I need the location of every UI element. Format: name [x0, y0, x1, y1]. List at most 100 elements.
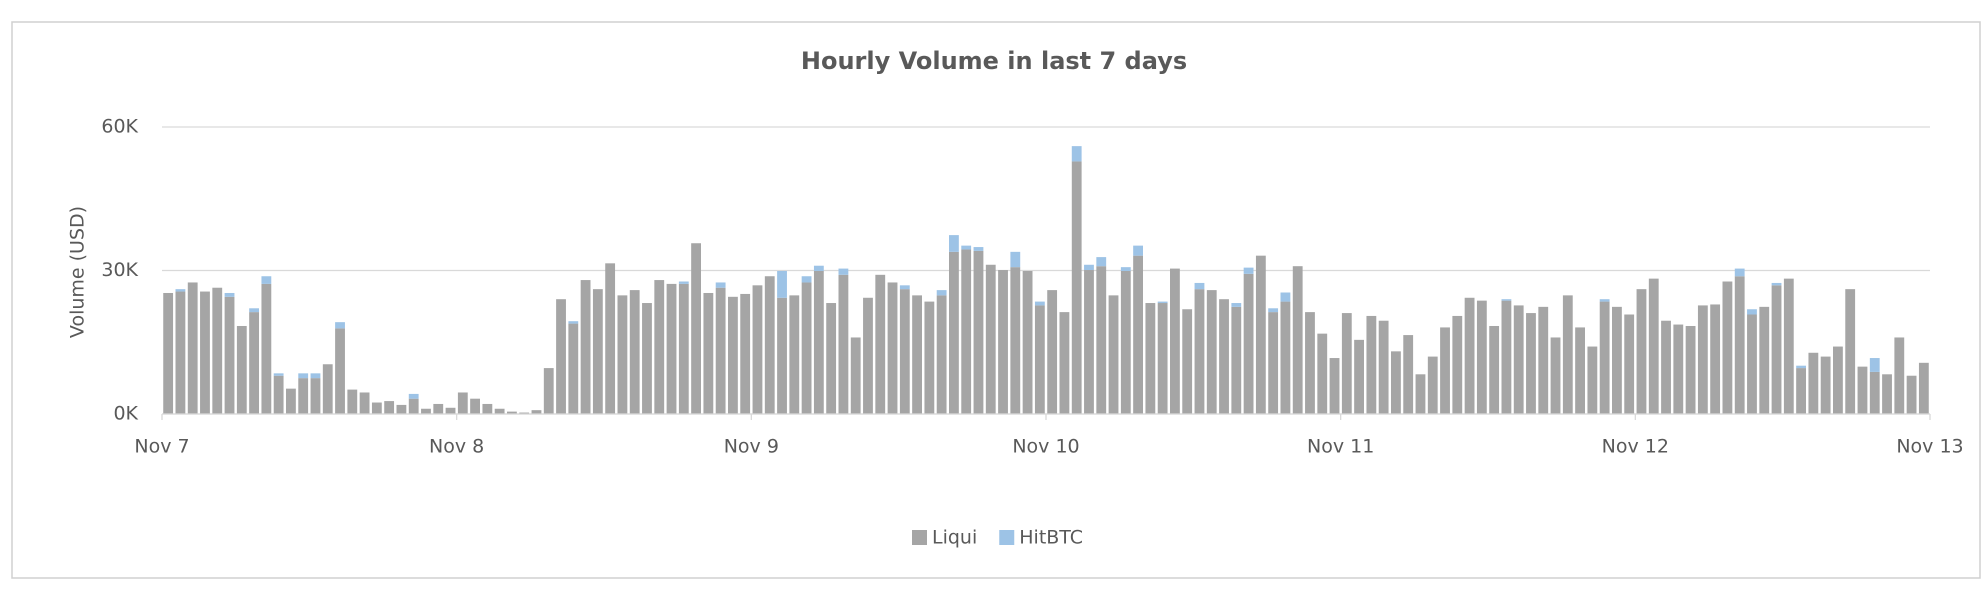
bar-segment: [408, 398, 419, 414]
bar-segment: [1010, 251, 1021, 268]
bar-segment: [1648, 278, 1659, 414]
bar-segment: [1526, 313, 1536, 414]
bar-segment: [1206, 290, 1217, 414]
bar-segment: [678, 281, 689, 284]
bar-segment: [1489, 325, 1500, 414]
bar-segment: [1133, 245, 1143, 256]
y-tick-label: 0K: [113, 403, 138, 425]
bar-segment: [899, 285, 910, 290]
bar-segment: [1869, 371, 1880, 414]
bar-segment: [801, 282, 812, 414]
bar-segment: [1170, 268, 1180, 414]
bar-segment: [224, 296, 235, 414]
bar-segment: [1378, 320, 1389, 414]
bar-segment: [1464, 297, 1475, 414]
bar-segment: [1059, 312, 1070, 414]
bar-segment: [961, 245, 972, 250]
bar-segment: [1624, 314, 1635, 414]
bar-segment: [1771, 282, 1782, 286]
legend-label: HitBTC: [1019, 527, 1083, 549]
bar-segment: [1255, 255, 1266, 414]
bar-segment: [335, 322, 345, 329]
bar-segment: [1157, 303, 1168, 414]
bar-segment: [1575, 327, 1585, 414]
bar-segment: [1219, 299, 1229, 414]
bar-segment: [863, 297, 873, 414]
bar-segment: [1845, 289, 1856, 414]
bar-segment: [1894, 337, 1905, 414]
bar-segment: [1599, 299, 1610, 302]
bar-segment: [1562, 295, 1573, 414]
bar-segment: [813, 265, 824, 271]
bar-segment: [1697, 305, 1708, 414]
bar-segment: [899, 289, 910, 414]
bar-segment: [261, 283, 272, 414]
bar-segment: [801, 276, 812, 283]
bar-segment: [322, 364, 333, 414]
bar-segment: [1869, 358, 1880, 372]
bar-segment: [973, 247, 984, 251]
x-tick-label: Nov 11: [1307, 436, 1374, 458]
bar-segment: [1538, 306, 1549, 414]
bar-segment: [949, 235, 959, 252]
bar-segment: [1133, 255, 1143, 414]
bar-segment: [924, 301, 935, 414]
bar-segment: [175, 291, 186, 414]
bar-segment: [507, 411, 517, 414]
bar-segment: [494, 408, 505, 414]
bar-segment: [286, 388, 296, 414]
bar-segment: [1120, 267, 1131, 271]
bar-segment: [1047, 290, 1058, 414]
bar-segment: [1329, 358, 1340, 414]
bar-segment: [1452, 315, 1463, 414]
bar-segment: [445, 407, 456, 414]
bar-segment: [813, 270, 824, 414]
bar-segment: [224, 292, 235, 297]
bar-segment: [912, 295, 922, 414]
bar-segment: [1612, 306, 1622, 414]
legend-swatch: [912, 530, 927, 545]
bar-segment: [1833, 346, 1843, 414]
bar-segment: [642, 303, 652, 414]
bar-segment: [421, 408, 431, 414]
bar-segment: [617, 295, 628, 414]
bar-segment: [1034, 305, 1045, 414]
bar-segment: [1501, 300, 1512, 414]
bar-segment: [482, 403, 493, 414]
bar-segment: [1415, 374, 1426, 414]
bar-segment: [949, 251, 959, 414]
bar-segment: [408, 393, 419, 399]
bar-segment: [715, 282, 726, 288]
bar-segment: [1882, 374, 1892, 414]
bar-segment: [838, 268, 849, 275]
bar-segment: [789, 295, 800, 414]
bar-segment: [887, 282, 898, 414]
bar-segment: [605, 263, 616, 414]
bar-segment: [1513, 305, 1524, 414]
bar-segment: [433, 403, 444, 414]
bar-segment: [1243, 267, 1254, 274]
bar-segment: [236, 325, 247, 414]
bar-segment: [1550, 337, 1561, 414]
bar-segment: [1599, 301, 1610, 414]
bar-segment: [1305, 312, 1315, 414]
bar-segment: [728, 296, 738, 414]
bar-segment: [998, 270, 1008, 414]
bar-segment: [261, 276, 272, 284]
bar-segment: [1771, 285, 1782, 414]
bar-segment: [1722, 281, 1733, 414]
bar-segment: [298, 378, 309, 414]
bar-segment: [519, 412, 530, 414]
bar-segment: [568, 323, 579, 414]
bar-segment: [1476, 300, 1487, 414]
bar-segment: [273, 375, 284, 414]
bar-segment: [691, 243, 701, 414]
bar-segment: [985, 264, 996, 414]
bar-segment: [347, 389, 358, 414]
bar-segment: [752, 285, 763, 414]
bar-segment: [1354, 339, 1364, 414]
bar-segment: [371, 402, 382, 414]
bar-segment: [1796, 365, 1806, 369]
bar-segment: [592, 289, 603, 414]
bar-segment: [1157, 301, 1168, 304]
